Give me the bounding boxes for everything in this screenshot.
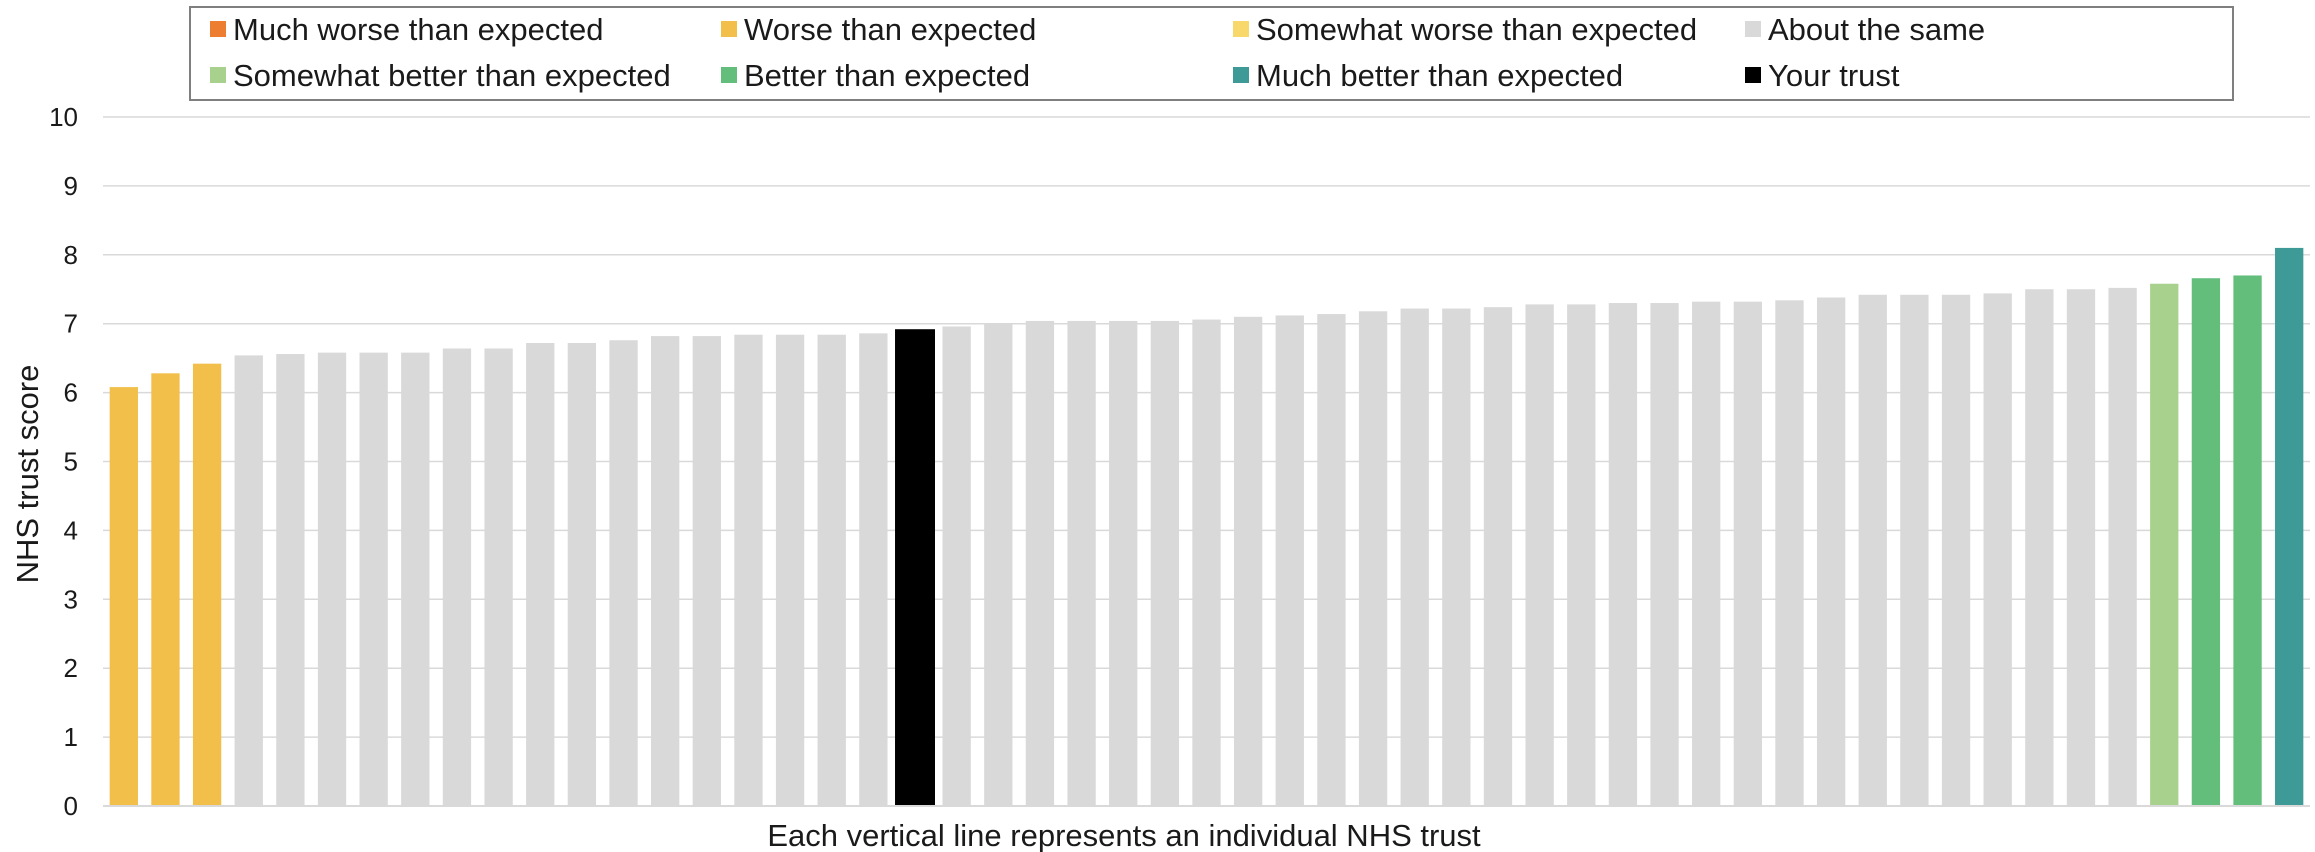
- trust-bar: [1442, 308, 1471, 806]
- bars: [109, 247, 2304, 807]
- trust-bar: [276, 354, 305, 806]
- trust-bar: [2066, 289, 2096, 806]
- trust-bar: [1983, 293, 2012, 806]
- legend-swatch: [210, 67, 226, 83]
- trust-bar: [109, 387, 138, 806]
- trust-bar: [692, 336, 721, 806]
- legend-item-somewhat-worse: Somewhat worse than expected: [1233, 12, 1697, 47]
- trust-bar: [526, 342, 555, 806]
- trust-bar: [1775, 300, 1804, 806]
- legend-item-somewhat-better: Somewhat better than expected: [210, 58, 671, 93]
- legend: Much worse than expected Worse than expe…: [189, 6, 2234, 101]
- y-tick-label: 6: [64, 378, 78, 408]
- trust-bar: [651, 336, 680, 806]
- y-tick-label: 7: [64, 309, 78, 339]
- y-tick-label: 0: [64, 791, 78, 821]
- your-trust-bar: [895, 329, 935, 806]
- trust-bar: [2025, 289, 2054, 806]
- trust-bar: [1525, 304, 1554, 806]
- trust-bar: [1858, 294, 1887, 806]
- legend-swatch: [721, 67, 737, 83]
- legend-swatch: [721, 21, 737, 37]
- legend-item-your-trust: Your trust: [1745, 58, 1900, 93]
- trust-bar: [401, 352, 430, 806]
- y-tick-label: 9: [64, 171, 78, 201]
- trust-bar: [317, 352, 347, 806]
- trust-bar: [1233, 316, 1263, 806]
- legend-label: Much worse than expected: [233, 12, 604, 47]
- legend-item-better: Better than expected: [721, 58, 1030, 93]
- trust-bar: [1900, 294, 1929, 806]
- x-axis-title: Each vertical line represents an individ…: [767, 818, 1481, 852]
- trust-bar: [192, 363, 222, 806]
- legend-label: Worse than expected: [744, 12, 1036, 47]
- trust-bar: [1941, 294, 1971, 806]
- trust-bar: [2233, 275, 2262, 807]
- trust-bar: [1608, 303, 1638, 806]
- legend-item-much-better: Much better than expected: [1233, 58, 1623, 93]
- trust-bar: [234, 355, 263, 806]
- y-tick-label: 1: [64, 722, 78, 752]
- trust-bar: [775, 334, 805, 806]
- trust-bar: [1358, 311, 1388, 806]
- trust-bar: [1567, 304, 1596, 806]
- y-tick-label: 3: [64, 584, 78, 614]
- legend-label: Much better than expected: [1256, 58, 1623, 93]
- trust-bar: [1192, 319, 1221, 806]
- y-axis-ticks: 0 1 2 3 4 5 6 7 8 9 10: [49, 102, 78, 821]
- trust-bar: [942, 326, 971, 806]
- legend-label: Somewhat worse than expected: [1256, 12, 1697, 47]
- legend-label: Your trust: [1768, 58, 1900, 93]
- trust-bar: [567, 342, 597, 806]
- legend-swatch: [1233, 21, 1249, 37]
- trust-bar: [609, 340, 638, 806]
- trust-bar: [1816, 297, 1846, 806]
- trust-bar: [1483, 307, 1513, 806]
- trust-bar: [817, 334, 846, 806]
- trust-bar: [859, 333, 888, 806]
- trust-bar: [1109, 320, 1138, 806]
- legend-box: [189, 6, 2234, 101]
- y-tick-label: 4: [64, 515, 78, 545]
- trust-bar: [1275, 315, 1304, 806]
- trust-bar: [151, 373, 180, 806]
- legend-item-much-worse: Much worse than expected: [210, 12, 604, 47]
- trust-bar: [359, 352, 388, 806]
- y-tick-label: 10: [49, 102, 78, 132]
- trust-bar: [1025, 320, 1055, 806]
- trust-bar: [734, 334, 763, 806]
- legend-swatch: [1233, 67, 1249, 83]
- trust-bar: [2191, 278, 2221, 806]
- trust-bar: [984, 323, 1013, 806]
- trust-bar: [1650, 303, 1679, 806]
- legend-swatch: [1745, 21, 1761, 37]
- trust-bar: [2150, 283, 2179, 806]
- trust-bar: [1150, 320, 1180, 806]
- trust-bar: [1733, 301, 1762, 806]
- y-axis-title: NHS trust score: [10, 365, 45, 584]
- legend-swatch: [210, 21, 226, 37]
- legend-label: Somewhat better than expected: [233, 58, 671, 93]
- trust-bar: [1400, 308, 1429, 806]
- y-tick-label: 2: [64, 653, 78, 683]
- y-tick-label: 8: [64, 240, 78, 270]
- legend-swatch: [1745, 67, 1761, 83]
- legend-item-about-same: About the same: [1745, 12, 1985, 47]
- trust-bar: [442, 348, 472, 806]
- trust-bar: [1067, 320, 1096, 806]
- y-tick-label: 5: [64, 447, 78, 477]
- trust-bar: [484, 348, 513, 806]
- legend-item-worse: Worse than expected: [721, 12, 1036, 47]
- legend-label: Better than expected: [744, 58, 1030, 93]
- trust-bar: [2275, 247, 2304, 806]
- legend-label: About the same: [1768, 12, 1985, 47]
- trust-bar: [2108, 287, 2137, 806]
- trust-bar: [1692, 301, 1721, 806]
- trust-bar: [1317, 314, 1346, 806]
